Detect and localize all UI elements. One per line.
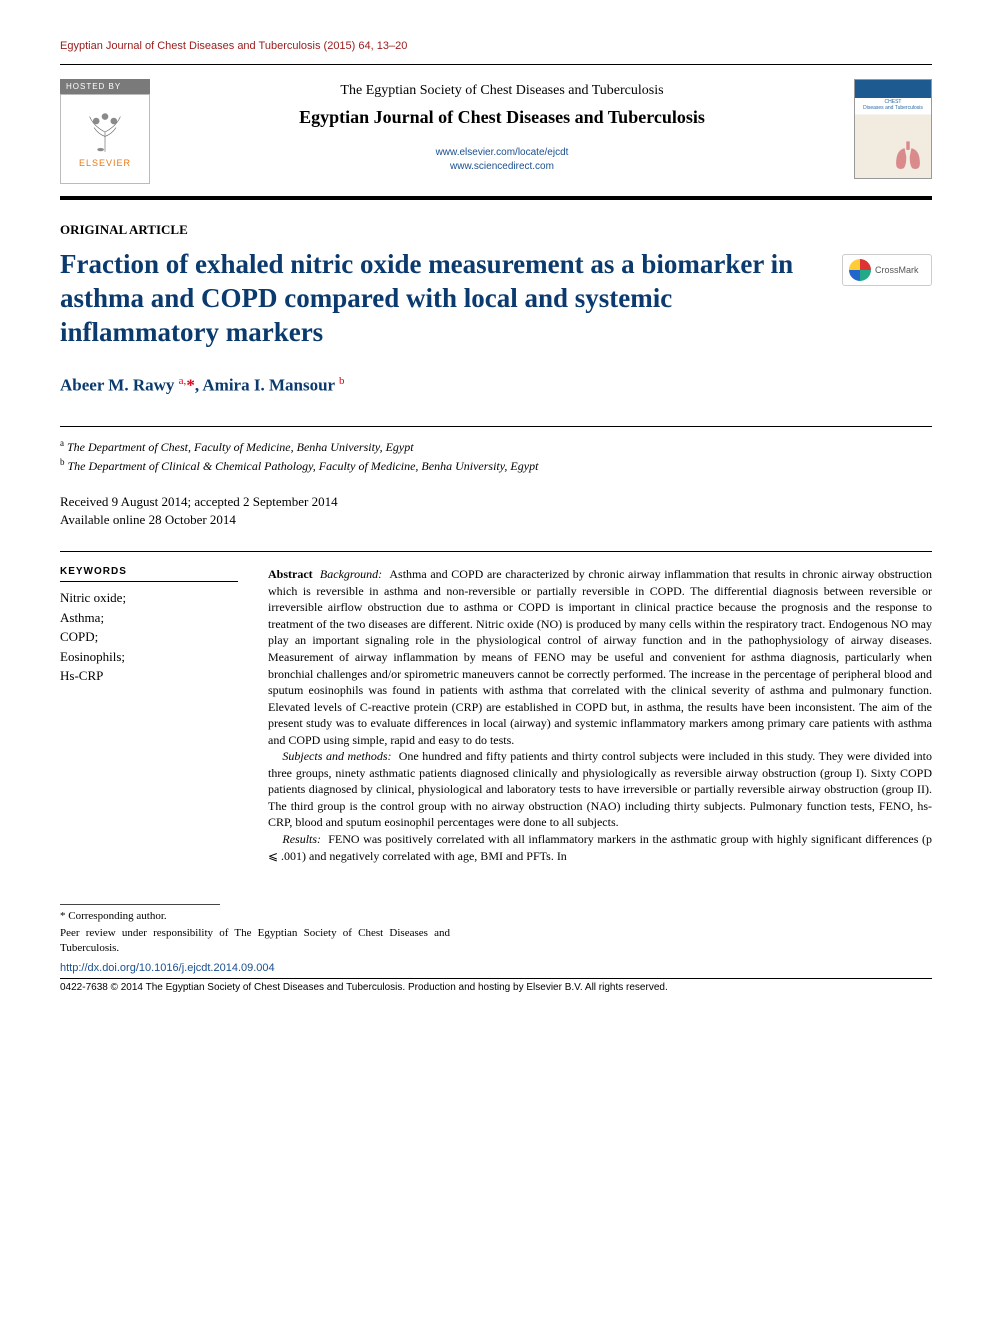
author-2-affil-sup: b bbox=[339, 375, 345, 387]
keyword-item: Eosinophils; bbox=[60, 647, 238, 667]
available-online: Available online 28 October 2014 bbox=[60, 511, 932, 529]
publisher-box: HOSTED BY ELSEVIER bbox=[60, 79, 150, 184]
corresponding-author-note: * Corresponding author. bbox=[60, 909, 932, 924]
abstract-label: Abstract bbox=[268, 567, 313, 581]
journal-link-1[interactable]: www.elsevier.com/locate/ejcdt bbox=[164, 146, 840, 160]
keyword-item: Nitric oxide; bbox=[60, 588, 238, 608]
keywords-heading: KEYWORDS bbox=[60, 566, 238, 582]
society-name: The Egyptian Society of Chest Diseases a… bbox=[164, 83, 840, 99]
peer-review-note: Peer review under responsibility of The … bbox=[60, 926, 450, 956]
title-row: Fraction of exhaled nitric oxide measure… bbox=[60, 248, 932, 349]
article-dates: Received 9 August 2014; accepted 2 Septe… bbox=[60, 493, 932, 529]
corresponding-star: * bbox=[186, 376, 195, 395]
journal-links: www.elsevier.com/locate/ejcdt www.scienc… bbox=[164, 146, 840, 174]
background-heading: Background: bbox=[320, 567, 382, 581]
footnotes: * Corresponding author. Peer review unde… bbox=[60, 909, 932, 956]
author-1-name: Abeer M. Rawy bbox=[60, 376, 179, 395]
footnote-rule bbox=[60, 904, 220, 905]
crossmark-badge[interactable]: CrossMark bbox=[842, 254, 932, 286]
masthead: HOSTED BY ELSEVIER The Egyptian Society … bbox=[60, 71, 932, 190]
top-rule bbox=[60, 64, 932, 65]
keywords-column: KEYWORDS Nitric oxide; Asthma; COPD; Eos… bbox=[60, 566, 238, 864]
author-2-name: Amira I. Mansour bbox=[202, 376, 339, 395]
elsevier-tree-icon bbox=[83, 110, 127, 154]
background-body: Asthma and COPD are characterized by chr… bbox=[268, 567, 932, 746]
results-body: FENO was positively correlated with all … bbox=[268, 832, 932, 863]
keywords-list: Nitric oxide; Asthma; COPD; Eosinophils;… bbox=[60, 588, 238, 686]
elsevier-logo-box: ELSEVIER bbox=[60, 94, 150, 184]
article-title: Fraction of exhaled nitric oxide measure… bbox=[60, 248, 822, 349]
thick-rule bbox=[60, 196, 932, 200]
affiliation-b: The Department of Clinical & Chemical Pa… bbox=[68, 459, 539, 473]
affil-rule bbox=[60, 426, 932, 427]
article-type: ORIGINAL ARTICLE bbox=[60, 222, 932, 238]
crossmark-label: CrossMark bbox=[875, 265, 919, 275]
running-head: Egyptian Journal of Chest Diseases and T… bbox=[60, 40, 932, 52]
keywords-abstract-row: KEYWORDS Nitric oxide; Asthma; COPD; Eos… bbox=[60, 566, 932, 864]
abstract-column: Abstract Background: Asthma and COPD are… bbox=[268, 566, 932, 864]
keyword-item: COPD; bbox=[60, 627, 238, 647]
masthead-center: The Egyptian Society of Chest Diseases a… bbox=[164, 79, 840, 174]
methods-heading: Subjects and methods: bbox=[282, 749, 391, 763]
journal-cover-thumb: CHESTDiseases and Tuberculosis bbox=[854, 79, 932, 179]
lung-icon bbox=[891, 138, 925, 172]
keyword-item: Asthma; bbox=[60, 608, 238, 628]
journal-name: Egyptian Journal of Chest Diseases and T… bbox=[164, 107, 840, 128]
keyword-item: Hs-CRP bbox=[60, 666, 238, 686]
cover-title: CHEST bbox=[885, 99, 902, 105]
authors: Abeer M. Rawy a,*, Amira I. Mansour b bbox=[60, 375, 932, 396]
hosted-by-label: HOSTED BY bbox=[60, 79, 150, 94]
crossmark-icon bbox=[849, 259, 871, 281]
affiliation-a: The Department of Chest, Faculty of Medi… bbox=[67, 440, 414, 454]
doi-link[interactable]: http://dx.doi.org/10.1016/j.ejcdt.2014.0… bbox=[60, 962, 932, 974]
journal-link-2[interactable]: www.sciencedirect.com bbox=[164, 160, 840, 174]
elsevier-wordmark: ELSEVIER bbox=[79, 158, 131, 168]
body-rule bbox=[60, 551, 932, 552]
affiliations: a The Department of Chest, Faculty of Me… bbox=[60, 437, 932, 475]
received-accepted: Received 9 August 2014; accepted 2 Septe… bbox=[60, 493, 932, 511]
results-heading: Results: bbox=[282, 832, 321, 846]
copyright: 0422-7638 © 2014 The Egyptian Society of… bbox=[60, 978, 932, 993]
